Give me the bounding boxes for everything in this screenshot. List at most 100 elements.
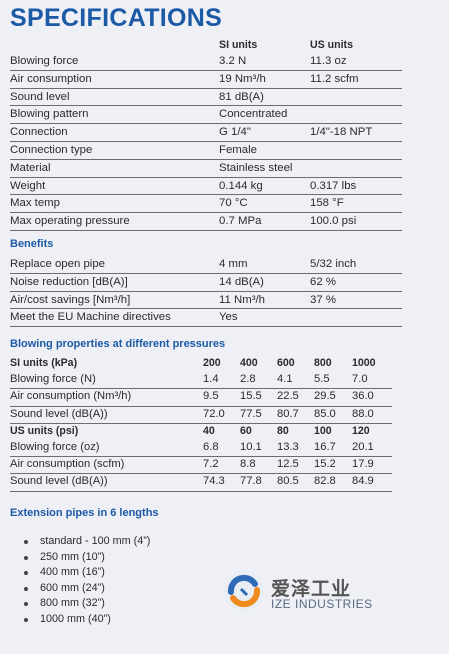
- extension-pipe-item: 1000 mm (40”): [22, 612, 150, 628]
- logo-english-name: IZE INDUSTRIES: [271, 597, 373, 611]
- spec-us-value: 0.317 lbs: [310, 179, 357, 192]
- spec-row: Air consumption 19 Nm³/h 11.2 scfm: [10, 71, 402, 89]
- si-units-label: SI units (kPa): [10, 357, 78, 369]
- blowing-value: 13.3: [277, 440, 299, 453]
- blowing-value: 77.8: [240, 475, 262, 488]
- spec-row: Sound level 81 dB(A): [10, 89, 402, 107]
- spec-si-value: 19 Nm³/h: [219, 72, 266, 85]
- spec-row: Max temp 70 °C 158 °F: [10, 195, 402, 214]
- spec-label: Max operating pressure: [10, 215, 130, 228]
- blowing-value: 6.8: [203, 440, 219, 453]
- blowing-value: 5.5: [314, 373, 330, 386]
- blowing-row-label: Air consumption (scfm): [10, 458, 125, 471]
- blowing-row: Air consumption (Nm³/h) 9.5 15.5 22.5 29.5 36…: [10, 389, 392, 407]
- blowing-value: 20.1: [352, 440, 374, 453]
- us-units-header-row: US units (psi) 40 60 80 100 120: [10, 424, 392, 440]
- spec-label: Connection type: [10, 143, 93, 156]
- spec-si-value: Female: [219, 143, 257, 156]
- blowing-row: Sound level (dB(A)) 72.0 77.5 80.7 85.0 88.0: [10, 407, 392, 424]
- spec-si-value: 0.7 MPa: [219, 215, 262, 228]
- benefit-label: Noise reduction [dB(A)]: [10, 275, 128, 288]
- blowing-row-label: Blowing force (oz): [10, 440, 100, 453]
- blowing-value: 7.0: [352, 373, 368, 386]
- us-pressure-value: 120: [352, 424, 370, 437]
- si-pressure-value: 200: [203, 357, 221, 369]
- benefit-label: Air/cost savings [Nm³/h]: [10, 293, 131, 306]
- blowing-value: 15.2: [314, 458, 336, 471]
- blowing-value: 4.1: [277, 373, 293, 386]
- spec-si-value: 81 dB(A): [219, 90, 264, 103]
- benefit-row: Air/cost savings [Nm³/h] 11 Nm³/h 37 %: [10, 292, 402, 310]
- specifications-table: SI units US units Blowing force 3.2 N 11.3…: [10, 37, 402, 231]
- spec-row: Material Stainless steel: [10, 160, 402, 178]
- spec-row: Blowing pattern Concentrated: [10, 106, 402, 125]
- page-title: SPECIFICATIONS: [10, 4, 223, 32]
- blowing-value: 2.8: [240, 373, 256, 386]
- logo-chinese-name: 爱泽工业: [271, 578, 352, 600]
- spec-si-value: Stainless steel: [219, 161, 293, 174]
- blowing-value: 22.5: [277, 390, 299, 403]
- extension-pipe-text: 250 mm (10”): [40, 550, 105, 563]
- benefits-title: Benefits: [10, 238, 54, 250]
- blowing-value: 72.0: [203, 407, 225, 420]
- benefit-value: 11 Nm³/h: [219, 293, 265, 306]
- bullet-icon: [24, 555, 28, 560]
- benefit-value: Yes: [219, 311, 238, 324]
- benefit-label: Meet the EU Machine directives: [10, 311, 171, 324]
- blowing-value: 29.5: [314, 390, 336, 403]
- spec-us-value: 158 °F: [310, 197, 344, 210]
- si-units-header-row: SI units (kPa) 200 400 600 800 1000: [10, 356, 392, 372]
- blowing-value: 16.7: [314, 440, 336, 453]
- spec-us-value: 1/4"-18 NPT: [310, 126, 373, 139]
- spec-si-value: 70 °C: [219, 197, 248, 210]
- si-pressure-value: 600: [277, 357, 295, 369]
- benefit-label: Replace open pipe: [10, 258, 105, 270]
- blowing-row-label: Sound level (dB(A)): [10, 407, 108, 420]
- extension-pipe-item: 250 mm (10”): [22, 550, 150, 566]
- spec-row: Max operating pressure 0.7 MPa 100.0 psi: [10, 213, 402, 231]
- extension-pipe-item: 800 mm (32”): [22, 596, 150, 612]
- bullet-icon: [24, 617, 28, 622]
- spec-label: Sound level: [10, 90, 70, 103]
- spec-us-value: 11.3 oz: [310, 55, 347, 67]
- si-pressure-value: 1000: [352, 357, 376, 369]
- blowing-row: Blowing force (oz) 6.8 10.1 13.3 16.7 20.1: [10, 440, 392, 458]
- blowing-value: 82.8: [314, 475, 336, 488]
- benefit-percent: 62 %: [310, 275, 336, 288]
- spec-label: Blowing force: [10, 55, 79, 67]
- us-pressure-value: 80: [277, 424, 289, 437]
- spec-label: Connection: [10, 126, 68, 139]
- blowing-row: Blowing force (N) 1.4 2.8 4.1 5.5 7.0: [10, 372, 392, 390]
- benefit-row: Noise reduction [dB(A)] 14 dB(A) 62 %: [10, 274, 402, 292]
- extension-pipe-text: 400 mm (16”): [40, 566, 105, 578]
- extension-pipe-text: standard - 100 mm (4”): [40, 535, 151, 547]
- us-units-header: US units: [310, 39, 353, 51]
- bullet-icon: [24, 602, 28, 606]
- bullet-icon: [24, 540, 28, 544]
- blowing-value: 80.7: [277, 407, 299, 420]
- us-units-label: US units (psi): [10, 424, 79, 437]
- benefit-percent: 37 %: [310, 293, 336, 306]
- si-pressure-value: 800: [314, 357, 332, 369]
- spec-row: Weight 0.144 kg 0.317 lbs: [10, 178, 402, 196]
- ize-industries-logo: 爱泽工业 IZE INDUSTRIES: [222, 566, 402, 616]
- bullet-icon: [24, 586, 28, 591]
- blowing-value: 88.0: [352, 407, 374, 420]
- spec-si-value: Concentrated: [219, 108, 288, 121]
- blowing-value: 17.9: [352, 458, 374, 471]
- blowing-value: 10.1: [240, 440, 262, 453]
- benefit-value: 4 mm: [219, 258, 248, 270]
- spec-label: Blowing pattern: [10, 108, 89, 121]
- blowing-row: Sound level (dB(A)) 74.3 77.8 80.5 82.8 84.9: [10, 474, 392, 492]
- blowing-value: 9.5: [203, 390, 219, 403]
- spec-si-value: G 1/4": [219, 126, 251, 139]
- ize-logo-icon: [224, 571, 264, 611]
- blowing-value: 15.5: [240, 390, 262, 403]
- spec-us-value: 100.0 psi: [310, 215, 357, 228]
- blowing-properties-title: Blowing properties at different pressure…: [10, 338, 226, 350]
- benefit-row: Meet the EU Machine directives Yes: [10, 309, 402, 328]
- blowing-value: 36.0: [352, 390, 374, 403]
- us-pressure-value: 100: [314, 424, 332, 437]
- spec-si-value: 3.2 N: [219, 55, 247, 67]
- extension-pipes-title: Extension pipes in 6 lengths: [10, 507, 159, 519]
